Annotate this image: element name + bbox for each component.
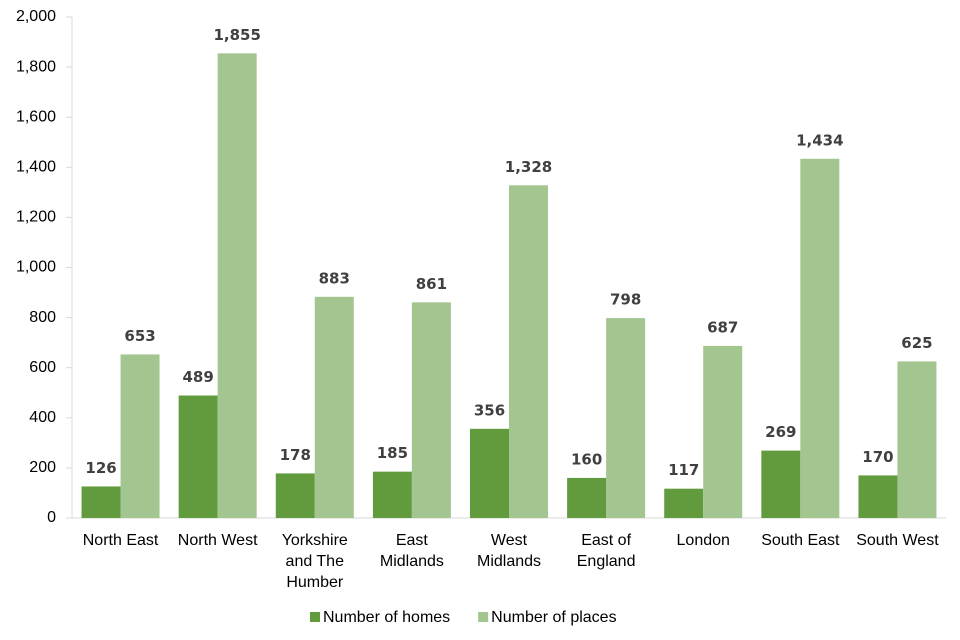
bar [81, 486, 121, 518]
bar [761, 450, 801, 518]
bar [664, 488, 704, 518]
y-tick-label: 200 [29, 459, 56, 476]
x-tick-label: West Midlands [476, 532, 542, 570]
y-tick-label: 800 [29, 309, 56, 326]
bar [178, 395, 218, 518]
value-label: 687 [707, 318, 738, 336]
value-label: 1,855 [213, 26, 260, 44]
bar [509, 185, 548, 518]
value-label: 625 [901, 334, 932, 352]
y-tick-label: 1,800 [16, 58, 56, 75]
legend-swatch [310, 612, 320, 622]
x-tick-label: East of England [576, 532, 636, 570]
value-label: 489 [183, 368, 214, 386]
x-tick-label: North West [177, 532, 258, 549]
bar [858, 475, 898, 518]
value-label: 883 [319, 269, 350, 287]
y-tick-label: 1,400 [16, 159, 56, 176]
value-label: 185 [377, 444, 408, 462]
x-tick-label: London [676, 532, 730, 549]
bar [217, 53, 257, 518]
bar [411, 302, 451, 518]
bar [120, 354, 160, 518]
value-label: 1,328 [505, 158, 552, 176]
y-tick-label: 1,200 [16, 209, 56, 226]
y-tick-label: 400 [29, 409, 56, 426]
value-label: 1,434 [796, 131, 843, 149]
bar [800, 158, 840, 518]
value-label: 798 [610, 291, 641, 309]
y-tick-label: 1,600 [16, 108, 56, 125]
bar [275, 473, 315, 518]
value-label: 178 [280, 446, 311, 464]
value-label: 356 [474, 401, 505, 419]
value-label: 861 [416, 275, 447, 293]
bar [606, 318, 646, 518]
bar [470, 428, 509, 518]
bar [703, 345, 743, 518]
value-label: 170 [862, 448, 893, 466]
legend-swatch [478, 612, 489, 622]
value-label: 126 [85, 459, 116, 477]
x-tick-label: East Midlands [379, 532, 444, 570]
value-label: 653 [124, 327, 155, 345]
value-label: 160 [571, 450, 602, 468]
value-label: 117 [668, 461, 699, 479]
legend-label: Number of homes [323, 609, 450, 626]
y-tick-label: 0 [47, 509, 56, 526]
x-tick-label: South West [856, 532, 939, 549]
y-tick-label: 600 [29, 359, 56, 376]
bar [897, 361, 937, 518]
bar [314, 296, 354, 518]
y-tick-label: 1,000 [16, 259, 56, 276]
value-label: 269 [765, 423, 796, 441]
bar [567, 477, 607, 518]
bar [372, 471, 412, 518]
x-tick-label: North East [82, 532, 159, 549]
x-tick-label: South East [761, 532, 840, 549]
x-tick-label: Yorkshire and The Humber [281, 532, 348, 591]
y-tick-label: 2,000 [16, 8, 56, 25]
legend-label: Number of places [491, 609, 616, 626]
